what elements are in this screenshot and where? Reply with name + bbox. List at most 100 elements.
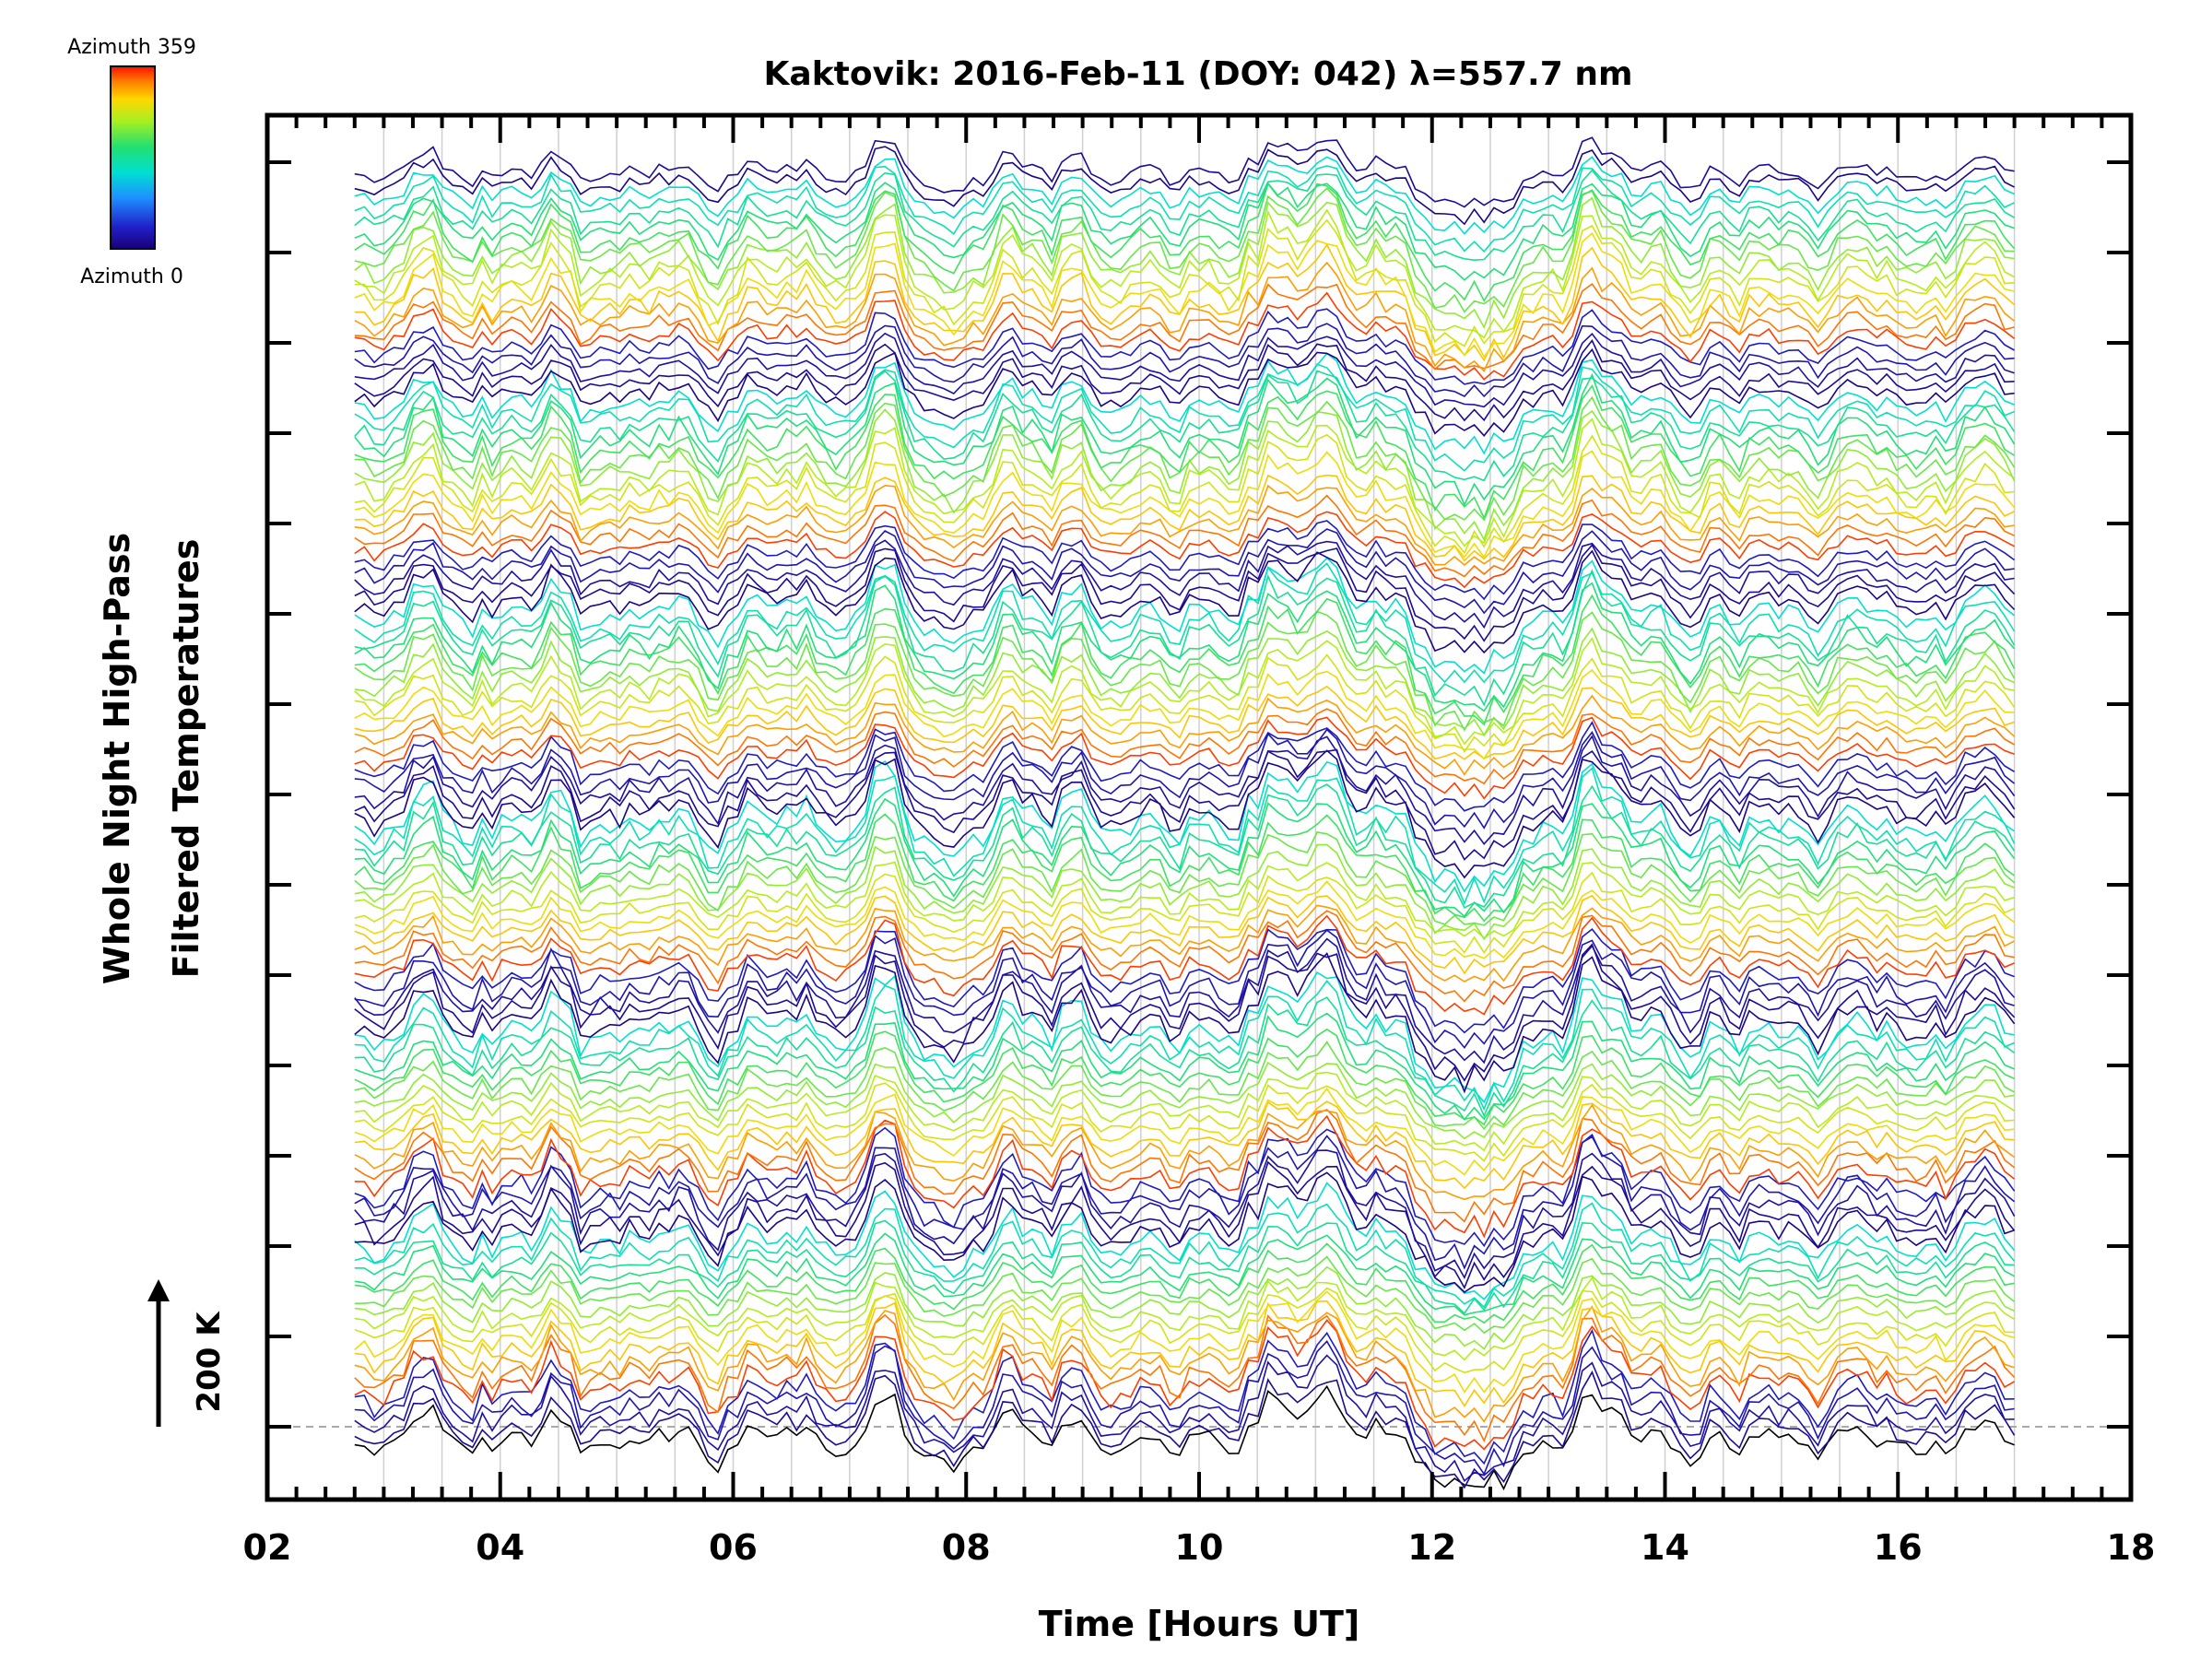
series-line [354,136,2015,208]
series-line [354,871,2015,955]
series-line [354,549,2016,654]
series-line [354,450,2016,559]
series-line [354,1087,2015,1176]
series-line [354,182,2015,281]
series-line [354,146,2015,226]
series-line [354,1328,2015,1465]
series-line [354,1305,2015,1423]
ticks [265,115,2133,1500]
series-line [354,880,2016,959]
series-line [354,861,2015,939]
series-line [354,637,2015,746]
series-line [354,1232,2015,1316]
series-line [354,797,2016,918]
series-line [354,363,2015,472]
x-tick-label: 08 [942,1527,991,1568]
series-line [354,685,2015,760]
series-line [354,1219,2015,1315]
series-line [354,1149,2016,1280]
series-line [354,231,2015,359]
x-tick-label: 12 [1407,1527,1456,1568]
series-line [354,914,2015,1016]
series-line [354,1287,2015,1374]
series-line [354,927,2015,1034]
series-line [354,165,2015,253]
series-line [354,544,2016,642]
series-line [354,721,2016,812]
series-line [354,996,2016,1118]
series-line [354,520,2016,601]
series-line [354,971,2015,1104]
series-line [354,1126,2016,1248]
traces [354,136,2016,1491]
series-line [354,1290,2015,1394]
series-line [354,813,2016,923]
series-line [354,347,2015,437]
series-line [354,1354,2015,1482]
series-line [354,1384,2015,1491]
series-line [354,1103,2016,1201]
series-line [354,943,2016,1082]
series-line [354,1041,2015,1131]
series-line [354,952,2016,1094]
series-line [354,1135,2016,1270]
series-line [354,569,2016,707]
series-line [354,708,2015,785]
series-line [354,408,2016,542]
series-line [354,904,2015,982]
series-line [354,1265,2015,1350]
series-line [354,418,2016,547]
series-line [354,760,2016,893]
x-tick-label: 14 [1641,1527,1689,1568]
series-line [354,352,2015,455]
series-line [354,187,2015,313]
series-line [354,594,2016,726]
series-line [354,528,2015,615]
colorbar-top-label: Azimuth 359 [67,36,196,59]
series-line [354,929,2016,1050]
series-line [354,1255,2016,1335]
series-line [354,610,2016,732]
series-line [354,261,2016,372]
series-line [354,218,2015,347]
series-line [354,910,2015,1003]
series-line [354,484,2015,567]
series-line [354,1082,2015,1162]
series-line [354,282,2015,371]
x-tick-label: 02 [243,1527,292,1568]
series-line [354,1114,2016,1239]
series-line [354,338,2015,422]
series-line [354,332,2015,408]
y-axis-label-line2: Filtered Temperatures [166,539,206,979]
series-line [354,291,2016,381]
colorbar-bottom-label: Azimuth 0 [80,265,183,288]
series-line [354,562,2016,684]
series-line [354,539,2015,629]
series-line [354,372,2016,507]
series-line [354,653,2016,754]
series-line [354,474,2015,562]
scale-bar-label: 200 K [191,1311,228,1413]
series-line [354,208,2015,339]
colorbar [110,65,156,250]
series-line [354,395,2016,522]
series-line [354,433,2015,555]
series-line [354,1319,2015,1451]
series-line [354,749,2016,879]
x-tick-label: 10 [1175,1527,1224,1568]
y-axis-label-line1: Whole Night High-Pass [97,533,137,984]
scale-bar-arrowhead [147,1279,170,1301]
series-line [354,1100,2015,1190]
chart-title: Kaktovik: 2016-Feb-11 (DOY: 042) λ=557.7… [764,55,1633,93]
series-line [354,582,2016,712]
series-line [354,894,2015,975]
series-line [354,694,2016,776]
series-line [354,1071,2016,1152]
series-line [354,169,2015,262]
series-line [354,494,2015,578]
series-line [354,557,2016,675]
series-line [354,668,2015,760]
series-line [354,370,2016,482]
series-line [354,1171,2015,1294]
series-line [354,323,2015,398]
